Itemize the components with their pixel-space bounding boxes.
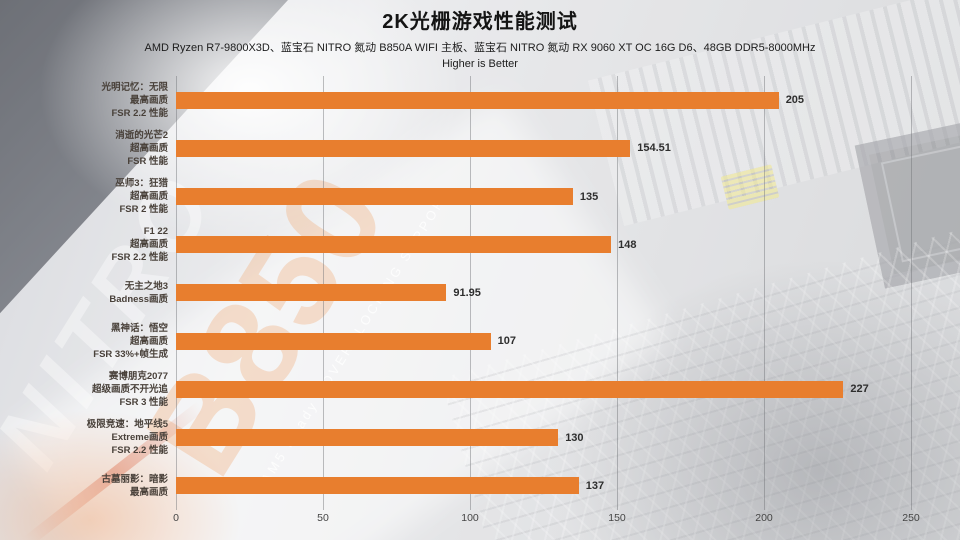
- category-label-line: 最高画质: [129, 94, 168, 106]
- value-label: 130: [565, 431, 584, 444]
- x-tick-label: 0: [173, 512, 179, 524]
- chart-row: 消逝的光芒2 超高画质 FSR 性能 154.51: [0, 124, 960, 172]
- category-label-line: FSR 2.2 性能: [111, 252, 169, 264]
- value-label: 227: [850, 383, 869, 396]
- category-label: 巫师3：狂猎 超高画质 FSR 2 性能: [0, 177, 176, 216]
- category-label-line: Badness画质: [109, 293, 168, 305]
- value-label: 91.95: [453, 286, 481, 299]
- value-label: 137: [585, 479, 605, 492]
- bar: [176, 284, 447, 302]
- bar-track: 148: [176, 236, 911, 254]
- bar-track: 137: [176, 477, 911, 495]
- chart-row: 赛博朋克2077 超级画质不开光追 FSR 3 性能 227: [0, 365, 960, 413]
- bar-track: 227: [176, 380, 911, 398]
- bar: [176, 477, 579, 495]
- category-label-line: 黑神话：悟空: [110, 322, 168, 334]
- category-label-line: 超高画质: [129, 239, 168, 251]
- value-label: 135: [579, 190, 599, 203]
- value-label: 154.51: [637, 142, 671, 155]
- plot-rows: 光明记忆：无限 最高画质 FSR 2.2 性能 205 消逝的光芒2 超高画质 FSR 性能…: [0, 76, 960, 510]
- chart-row: F1 22 超高画质 FSR 2.2 性能 148: [0, 221, 960, 269]
- category-label: 赛博朋克2077 超级画质不开光追 FSR 3 性能: [0, 370, 176, 409]
- bar: [176, 380, 844, 398]
- bar: [176, 332, 491, 350]
- bar: [176, 188, 573, 206]
- chart-row: 古墓丽影：暗影 最高画质 137: [0, 462, 960, 510]
- value-label: 148: [618, 238, 637, 251]
- x-tick-label: 200: [755, 512, 773, 524]
- chart-row: 光明记忆：无限 最高画质 FSR 2.2 性能 205: [0, 76, 960, 124]
- category-label: 光明记忆：无限 最高画质 FSR 2.2 性能: [0, 81, 176, 120]
- value-label: 107: [497, 335, 516, 348]
- bar-track: 107: [176, 332, 911, 350]
- bar-track: 205: [176, 91, 911, 109]
- value-label: 205: [785, 94, 805, 107]
- chart-row: 无主之地3 Badness画质 91.95: [0, 269, 960, 317]
- category-label-line: FSR 2.2 性能: [111, 445, 169, 457]
- category-label-line: 超级画质不开光追: [91, 383, 168, 395]
- category-label-line: 极限竞速：地平线5: [86, 419, 168, 431]
- category-label-line: 最高画质: [129, 486, 168, 498]
- bar: [176, 91, 779, 109]
- category-label: F1 22 超高画质 FSR 2.2 性能: [0, 225, 176, 264]
- bar: [176, 236, 612, 254]
- category-label-line: Extreme画质: [111, 432, 169, 444]
- higher-is-better-note: Higher is Better: [442, 58, 518, 70]
- x-tick-label: 50: [317, 512, 329, 524]
- chart-subtitle: AMD Ryzen R7-9800X3D、蓝宝石 NITRO 氮动 B850A …: [144, 42, 816, 54]
- category-label: 黑神话：悟空 超高画质 FSR 33%+帧生成: [0, 322, 176, 361]
- category-label-line: FSR 3 性能: [119, 396, 168, 408]
- category-label-line: 超高画质: [129, 142, 168, 154]
- chart-row: 极限竞速：地平线5 Extreme画质 FSR 2.2 性能 130: [0, 414, 960, 462]
- bar: [176, 429, 559, 447]
- bar-track: 135: [176, 188, 911, 206]
- category-label-line: 超高画质: [129, 191, 168, 203]
- category-label-line: 古墓丽影：暗影: [101, 473, 168, 485]
- category-label-line: 无主之地3: [124, 280, 168, 292]
- category-label-line: FSR 性能: [127, 155, 168, 167]
- category-label: 无主之地3 Badness画质: [0, 280, 176, 306]
- bar: [176, 139, 631, 157]
- x-tick-label: 250: [902, 512, 920, 524]
- chart-row: 黑神话：悟空 超高画质 FSR 33%+帧生成 107: [0, 317, 960, 365]
- chart-header: 2K光栅游戏性能测试 AMD Ryzen R7-9800X3D、蓝宝石 NITR…: [0, 5, 960, 70]
- bar-track: 91.95: [176, 284, 911, 302]
- category-label: 古墓丽影：暗影 最高画质: [0, 473, 176, 499]
- x-tick-label: 100: [461, 512, 479, 524]
- chart-title: 2K光栅游戏性能测试: [382, 11, 578, 33]
- bar-track: 154.51: [176, 139, 911, 157]
- category-label-line: FSR 2 性能: [119, 204, 168, 216]
- category-label-line: 赛博朋克2077: [108, 370, 168, 382]
- category-label-line: 巫师3：狂猎: [115, 178, 168, 190]
- bar-track: 130: [176, 429, 911, 447]
- category-label-line: FSR 33%+帧生成: [93, 348, 168, 360]
- category-label: 消逝的光芒2 超高画质 FSR 性能: [0, 129, 176, 168]
- x-tick-label: 150: [608, 512, 626, 524]
- category-label: 极限竞速：地平线5 Extreme画质 FSR 2.2 性能: [0, 418, 176, 457]
- category-label-line: 光明记忆：无限: [101, 81, 168, 93]
- category-label-line: F1 22: [143, 226, 168, 238]
- category-label-line: 消逝的光芒2: [115, 129, 168, 141]
- category-label-line: 超高画质: [129, 335, 168, 347]
- category-label-line: FSR 2.2 性能: [111, 107, 169, 119]
- x-axis-tick-labels: 0 50 100 150 200 250: [173, 512, 920, 528]
- chart-row: 巫师3：狂猎 超高画质 FSR 2 性能 135: [0, 172, 960, 220]
